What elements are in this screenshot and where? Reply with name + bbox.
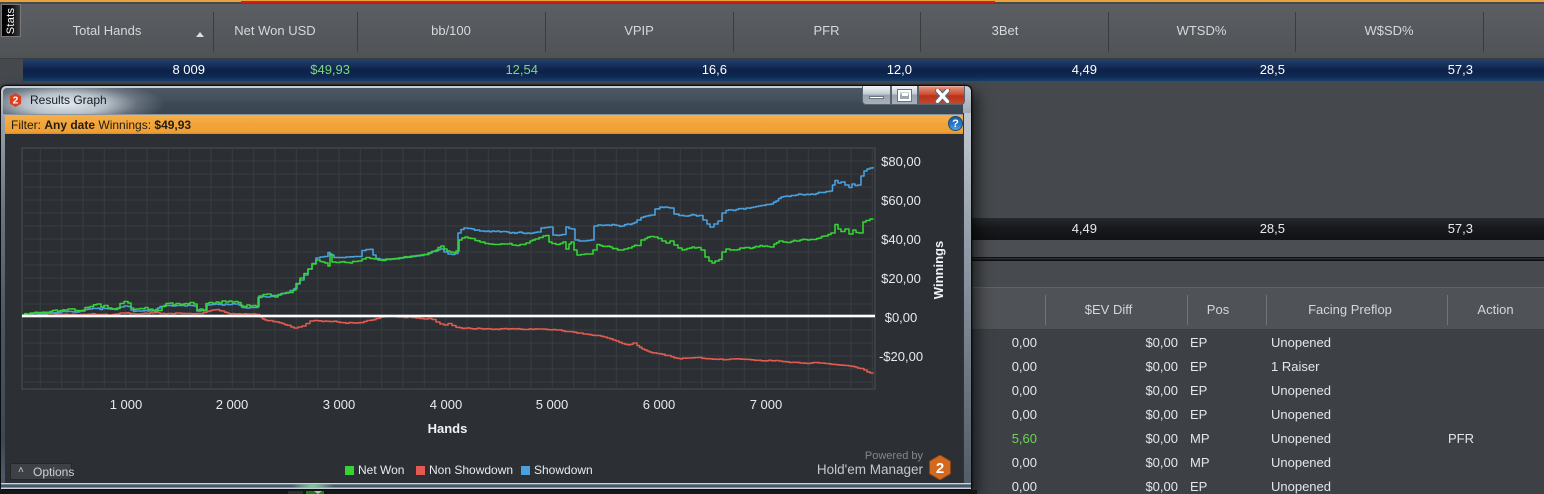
svg-text:2: 2 xyxy=(936,460,944,477)
svg-text:2: 2 xyxy=(13,96,19,107)
